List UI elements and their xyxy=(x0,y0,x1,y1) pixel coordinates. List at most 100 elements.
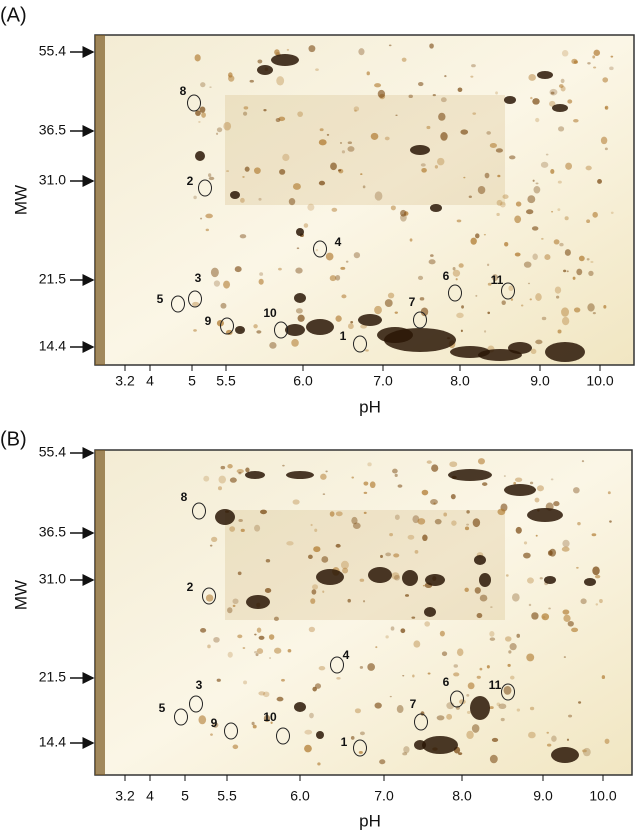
gel-speck xyxy=(340,560,349,570)
gel-speck xyxy=(497,174,501,178)
gel-speck xyxy=(489,637,496,641)
gel-speck xyxy=(374,702,382,709)
gel-speck xyxy=(528,731,536,739)
gel-speck xyxy=(422,585,425,587)
gel-speck xyxy=(587,62,591,65)
gel-speck xyxy=(335,543,341,548)
gel-speck xyxy=(487,282,492,286)
gel-speck xyxy=(535,182,539,185)
gel-speck xyxy=(370,132,379,140)
gel-speck xyxy=(573,307,581,313)
gel-speck xyxy=(472,518,481,528)
gel-speck xyxy=(495,91,498,95)
gel-speck xyxy=(588,270,594,276)
gel-speck xyxy=(475,294,478,297)
gel-speck xyxy=(295,267,303,274)
gel-speck xyxy=(419,297,425,301)
gel-speck xyxy=(453,664,458,668)
gel-speck xyxy=(308,45,316,53)
y-tick-label: 14.4 xyxy=(39,338,66,354)
gel-speck xyxy=(229,526,236,532)
gel-speck xyxy=(245,467,250,473)
spot-label: 3 xyxy=(196,678,203,692)
gel-speck xyxy=(363,481,369,486)
gel-speck xyxy=(258,691,266,696)
gel-speck xyxy=(313,546,321,553)
gel-speck xyxy=(420,163,426,167)
gel-blob xyxy=(215,509,235,525)
gel-speck xyxy=(500,717,505,722)
gel-speck xyxy=(464,587,469,592)
gel-speck xyxy=(207,644,211,649)
gel-speck xyxy=(269,657,272,659)
gel-speck xyxy=(426,460,432,464)
gel-speck xyxy=(408,94,413,99)
gel-speck xyxy=(336,676,341,680)
gel-speck xyxy=(510,298,514,301)
gel-speck xyxy=(303,223,309,228)
gel-speck xyxy=(500,201,506,208)
gel-speck xyxy=(497,508,506,516)
gel-speck xyxy=(192,301,200,307)
gel-speck xyxy=(490,606,493,609)
gel-speck xyxy=(532,98,540,105)
gel-blob xyxy=(358,314,382,326)
gel-speck xyxy=(553,501,560,507)
gel-speck xyxy=(430,254,434,257)
y-tick-label: 31.0 xyxy=(39,571,66,587)
gel-speck xyxy=(213,280,221,287)
gel-speck xyxy=(599,598,603,604)
gel-speck xyxy=(576,566,579,569)
gel-speck xyxy=(308,626,316,633)
gel-speck xyxy=(385,635,389,639)
spot-circle xyxy=(274,321,288,339)
x-tick-label: 3.2 xyxy=(115,788,135,804)
gel-speck xyxy=(330,162,337,171)
gel-speck xyxy=(254,167,261,174)
gel-speck xyxy=(359,666,364,669)
gel-speck xyxy=(535,339,543,345)
gel-speck xyxy=(223,280,231,289)
gel-speck xyxy=(295,308,303,314)
gel-speck xyxy=(430,498,438,505)
gel-speck xyxy=(434,165,438,169)
gel-blob xyxy=(479,573,491,587)
x-tick-label: 7.0 xyxy=(373,373,393,389)
x-tick-label: 3.2 xyxy=(115,373,135,389)
gel-speck xyxy=(466,510,470,514)
gel-speck xyxy=(374,191,383,201)
gel-speck xyxy=(209,544,213,547)
gel-speck xyxy=(268,634,275,640)
gel-speck xyxy=(258,635,265,640)
gel-blob xyxy=(545,342,585,362)
gel-speck xyxy=(244,166,250,172)
gel-speck xyxy=(329,275,337,282)
gel-speck xyxy=(400,209,407,217)
gel-speck xyxy=(567,99,573,104)
gel-speck xyxy=(562,539,570,548)
gel-speck xyxy=(472,112,477,115)
gel-speck xyxy=(466,523,470,526)
gel-blob xyxy=(245,471,265,479)
gel-speck xyxy=(209,86,212,88)
gel-speck xyxy=(421,489,429,496)
gel-blob xyxy=(504,484,536,496)
gel-speck xyxy=(318,180,326,186)
gel-speck xyxy=(535,117,540,123)
gel-speck xyxy=(411,616,416,619)
x-tick-label: 4 xyxy=(146,788,154,804)
gel-speck xyxy=(560,78,565,84)
gel-speck xyxy=(573,118,579,123)
gel-speck xyxy=(394,514,400,520)
gel-speck xyxy=(452,267,456,271)
gel-speck xyxy=(322,590,325,593)
gel-speck xyxy=(407,534,415,540)
gel-speck xyxy=(403,746,410,754)
gel-blob xyxy=(448,469,492,481)
gel-speck xyxy=(438,112,446,121)
gel-speck xyxy=(311,589,317,595)
gel-speck xyxy=(560,85,566,92)
gel-speck xyxy=(539,577,543,580)
gel-speck xyxy=(436,715,445,721)
gel-speck xyxy=(281,678,285,682)
